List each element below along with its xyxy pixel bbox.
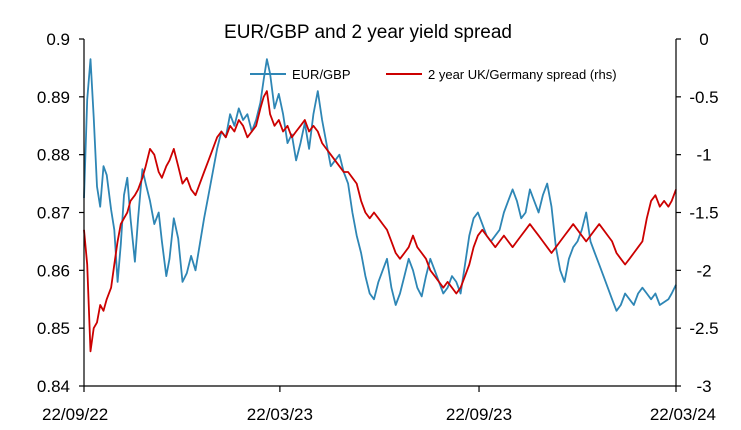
y-left-tick-label: 0.9 [46, 30, 70, 49]
legend: EUR/GBP 2 year UK/Germany spread (rhs) [250, 67, 617, 82]
chart-title: EUR/GBP and 2 year yield spread [224, 22, 512, 43]
y-right-tick-label: 0 [699, 30, 708, 49]
x-tick-label: 22/03/24 [650, 405, 716, 424]
y-right-tick-label: -3 [696, 377, 711, 396]
x-tick-label: 22/03/23 [247, 405, 313, 424]
y-right-tick-label: -1 [696, 146, 711, 165]
series-line-1 [83, 90, 677, 353]
x-tick-label: 22/09/22 [42, 405, 108, 424]
y-right-tick-label: -2 [696, 261, 711, 280]
y-left-tick-label: 0.84 [37, 377, 70, 396]
y-left-tick-label: 0.86 [37, 261, 70, 280]
series-line-0 [83, 58, 677, 312]
plot-lines [83, 58, 677, 353]
legend-label-0: EUR/GBP [292, 67, 351, 82]
y-left-tick-label: 0.88 [37, 146, 70, 165]
y-right-tick-label: -2.5 [689, 319, 718, 338]
y-left-tick-label: 0.89 [37, 88, 70, 107]
y-right-tick-label: -0.5 [689, 88, 718, 107]
axes: 0.84 0.85 0.86 0.87 0.88 0.89 0.9 -3 -2.5 -2 -1.5 -… [37, 30, 719, 424]
x-tick-label: 22/09/23 [446, 405, 512, 424]
y-right-tick-label: -1.5 [689, 204, 718, 223]
y-left-tick-label: 0.85 [37, 319, 70, 338]
y-left-tick-label: 0.87 [37, 204, 70, 223]
legend-label-1: 2 year UK/Germany spread (rhs) [428, 67, 617, 82]
